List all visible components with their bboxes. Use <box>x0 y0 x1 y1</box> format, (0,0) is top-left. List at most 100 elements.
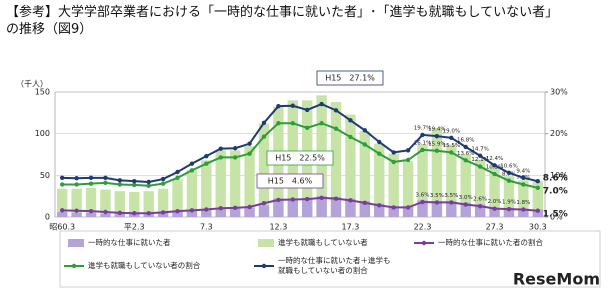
point <box>305 196 310 202</box>
point <box>103 209 108 215</box>
value-label: 8.6% <box>543 174 568 184</box>
point <box>492 206 497 211</box>
bar <box>273 198 284 217</box>
point <box>535 208 540 213</box>
point <box>305 125 310 131</box>
bar <box>57 212 68 217</box>
point <box>434 200 440 205</box>
value-label: 3.0% <box>459 195 473 201</box>
point <box>362 200 368 206</box>
point <box>434 133 440 139</box>
point <box>377 203 382 208</box>
point <box>189 168 195 173</box>
value-label: 12.4% <box>486 156 503 162</box>
bar <box>129 192 140 217</box>
point <box>117 210 123 216</box>
bar <box>460 154 471 217</box>
point <box>261 201 267 206</box>
point <box>405 205 411 210</box>
point <box>160 176 166 182</box>
point <box>449 200 454 205</box>
bar <box>287 198 298 217</box>
bar <box>71 188 82 217</box>
bar <box>85 212 97 217</box>
point <box>247 151 252 156</box>
point <box>175 208 180 214</box>
bar <box>446 144 457 217</box>
point <box>261 120 267 126</box>
point <box>160 210 166 215</box>
point <box>463 158 468 163</box>
point <box>333 196 339 201</box>
legend-marker <box>71 263 77 269</box>
bar <box>258 123 270 217</box>
value-label: 19.0% <box>443 128 460 134</box>
point <box>218 155 223 160</box>
value-label: 2.0% <box>488 199 502 205</box>
point <box>88 181 94 186</box>
annotation-box <box>256 173 324 189</box>
x-tick-label: 30.3 <box>529 223 547 232</box>
bar <box>302 197 313 217</box>
point <box>189 208 195 213</box>
y2-tick-label: 10% <box>550 171 568 180</box>
line <box>62 196 538 215</box>
bar <box>143 191 154 217</box>
point <box>247 141 252 146</box>
point <box>333 108 339 113</box>
x-tick-label: 平2.3 <box>124 223 145 232</box>
bar <box>402 207 414 217</box>
value-label: 2.6% <box>473 197 487 203</box>
point <box>405 148 411 153</box>
value-label: 3.5% <box>444 193 458 199</box>
point <box>492 163 497 168</box>
point <box>377 151 382 156</box>
point <box>348 134 353 140</box>
value-label: 10.3% <box>486 165 503 171</box>
bar <box>503 176 515 217</box>
point <box>175 175 180 181</box>
annotation-box <box>266 150 334 166</box>
bar <box>186 170 198 217</box>
point <box>204 153 209 159</box>
point <box>521 175 526 181</box>
point <box>232 146 238 151</box>
legend-swatch <box>258 239 274 247</box>
bar <box>388 206 399 217</box>
point <box>319 121 324 126</box>
value-label: 16.8% <box>457 138 474 144</box>
value-label: 19.7% <box>414 125 431 131</box>
bar <box>359 201 371 217</box>
point <box>218 206 223 211</box>
bar <box>402 161 414 217</box>
point <box>391 150 396 155</box>
bar <box>172 179 183 217</box>
point <box>276 197 281 203</box>
bar <box>215 208 226 217</box>
point <box>290 197 295 202</box>
annotation: H15 27.1% <box>325 74 375 83</box>
point <box>420 147 425 153</box>
y-axis-label: （千人） <box>16 79 48 89</box>
legend-marker <box>421 240 427 246</box>
y-tick-label: 100 <box>35 129 50 138</box>
x-tick-label: 17.3 <box>342 223 360 232</box>
bar <box>417 144 428 217</box>
point <box>506 170 512 176</box>
value-label: 15.9% <box>428 141 445 147</box>
value-label: 15.5% <box>443 143 460 149</box>
legend-box <box>59 230 601 288</box>
point <box>477 164 483 169</box>
point <box>218 146 223 151</box>
x-tick-label: 昭60.3 <box>49 223 75 232</box>
point <box>434 148 440 153</box>
watermark: ReseMom <box>513 270 600 289</box>
point <box>405 157 411 163</box>
point <box>521 207 526 212</box>
point <box>276 103 281 109</box>
annotation-box <box>316 70 384 86</box>
point <box>232 205 238 211</box>
legend-label: 一時的な仕事に就いた者 <box>88 238 171 247</box>
point <box>60 175 65 181</box>
bar <box>100 213 111 217</box>
